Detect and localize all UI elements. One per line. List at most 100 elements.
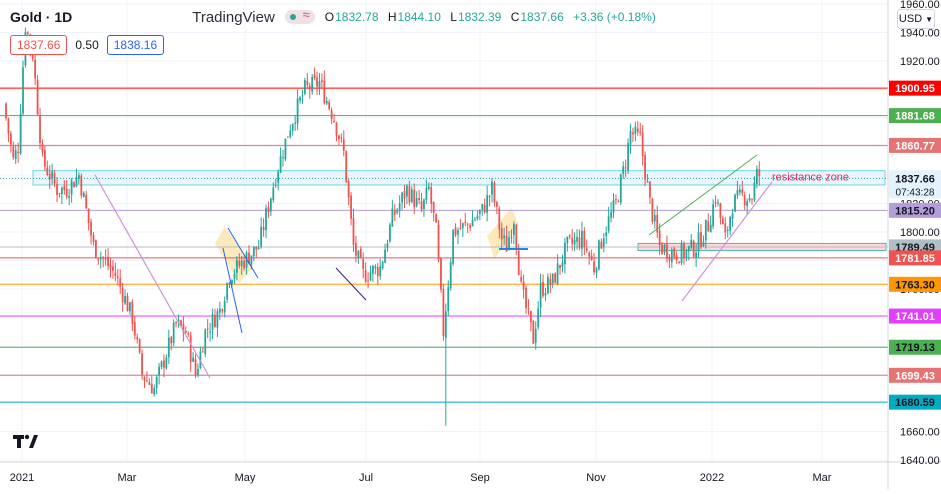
candle-body xyxy=(634,126,637,134)
candle-body xyxy=(60,187,63,195)
candle-body xyxy=(549,279,552,285)
candle-body xyxy=(267,207,270,213)
candle-body xyxy=(286,136,289,138)
candle-body xyxy=(99,256,102,260)
candle-body xyxy=(112,266,114,271)
candle-body xyxy=(418,198,420,200)
candle-body xyxy=(133,322,136,336)
candle-body xyxy=(459,228,462,230)
price-level-tag xyxy=(889,137,941,153)
candle-body xyxy=(279,155,282,173)
candle-body xyxy=(746,201,749,207)
candle-body xyxy=(80,175,83,196)
candle-body xyxy=(369,272,372,281)
candle-body xyxy=(396,209,399,213)
market-status-icon[interactable] xyxy=(284,7,315,24)
candle-body xyxy=(214,314,216,328)
candle-body xyxy=(379,266,382,277)
open-label: O xyxy=(324,10,335,24)
candle-body xyxy=(595,268,598,273)
candle-body xyxy=(238,260,241,266)
candle-body xyxy=(163,360,165,368)
candle-body xyxy=(235,259,238,274)
candle-body xyxy=(177,319,180,323)
candle-body xyxy=(116,276,119,278)
candle-body xyxy=(525,287,527,309)
candle-body xyxy=(374,266,377,269)
candle-body xyxy=(556,263,559,284)
candle-body xyxy=(141,353,143,375)
candle-body xyxy=(656,214,659,233)
candle-body xyxy=(704,219,707,241)
candle-body xyxy=(231,280,233,284)
candle-body xyxy=(410,189,413,202)
trendline-descending xyxy=(94,174,211,379)
candle-body xyxy=(508,237,510,250)
candle-body xyxy=(347,181,350,198)
countdown-label: 07:43:28 xyxy=(896,187,935,198)
candle-body xyxy=(34,59,37,79)
sell-button[interactable]: 1837.66 xyxy=(10,35,68,55)
candle-body xyxy=(687,246,690,252)
candle-body xyxy=(454,227,457,236)
candle-body xyxy=(452,229,455,264)
candle-body xyxy=(753,182,756,200)
pennant-shape xyxy=(487,207,519,260)
candle-body xyxy=(491,181,493,195)
candle-body xyxy=(488,195,491,198)
buy-button[interactable]: 1838.16 xyxy=(106,35,165,55)
candle-body xyxy=(82,192,85,198)
candle-body xyxy=(155,376,158,389)
candle-body xyxy=(661,244,663,254)
candle-body xyxy=(92,234,95,242)
candle-body xyxy=(5,103,7,119)
candle-body xyxy=(573,240,576,245)
candle-body xyxy=(615,199,617,201)
candle-body xyxy=(449,262,452,289)
change-value: +3.36 (+0.18%) xyxy=(573,10,656,24)
rising-wedge-upper xyxy=(648,154,758,236)
candle-body xyxy=(398,203,401,211)
candle-body xyxy=(442,289,445,336)
candle-body xyxy=(194,359,197,376)
candle-body xyxy=(622,166,625,174)
candle-body xyxy=(738,189,741,193)
candle-body xyxy=(444,311,447,338)
candle-body xyxy=(9,133,12,145)
candle-body xyxy=(670,250,673,263)
candle-body xyxy=(461,223,464,229)
candle-body xyxy=(296,98,299,124)
candle-body xyxy=(712,204,715,227)
candle-body xyxy=(707,221,710,232)
x-tick-label: 2021 xyxy=(10,472,34,484)
candle-body xyxy=(709,224,712,233)
candle-body xyxy=(160,361,163,368)
candle-body xyxy=(68,195,71,199)
y-tick-label: 1940.00 xyxy=(900,28,940,40)
candle-body xyxy=(646,181,649,183)
candle-body xyxy=(425,187,428,200)
candle-body xyxy=(714,202,717,204)
currency-select[interactable]: USD ▼ xyxy=(897,9,935,29)
candle-body xyxy=(610,211,612,218)
candle-body xyxy=(602,238,605,247)
candle-body xyxy=(724,223,727,233)
candle-body xyxy=(75,177,78,186)
candle-body xyxy=(680,243,683,264)
candle-body xyxy=(182,324,185,333)
candle-body xyxy=(167,337,170,358)
candle-body xyxy=(289,130,292,138)
candle-body xyxy=(294,122,297,124)
price-level-label: 1680.59 xyxy=(895,397,935,409)
candle-body xyxy=(255,246,258,250)
candle-body xyxy=(335,122,338,136)
candle-body xyxy=(323,80,326,104)
candle-body xyxy=(19,113,22,154)
candle-body xyxy=(124,296,126,304)
candle-body xyxy=(469,225,472,229)
candle-body xyxy=(653,215,656,222)
candle-body xyxy=(510,237,513,239)
candle-body xyxy=(252,246,255,257)
candle-body xyxy=(313,74,316,79)
symbol-label[interactable]: Gold · 1D xyxy=(10,9,73,25)
